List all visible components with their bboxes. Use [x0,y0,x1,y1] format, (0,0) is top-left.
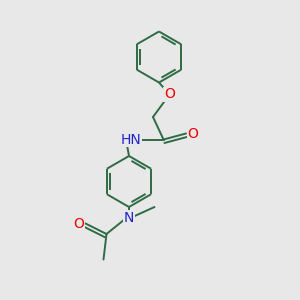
Text: N: N [124,211,134,224]
Text: O: O [188,127,198,140]
Text: O: O [164,88,175,101]
Text: O: O [73,217,84,230]
Text: HN: HN [120,133,141,146]
